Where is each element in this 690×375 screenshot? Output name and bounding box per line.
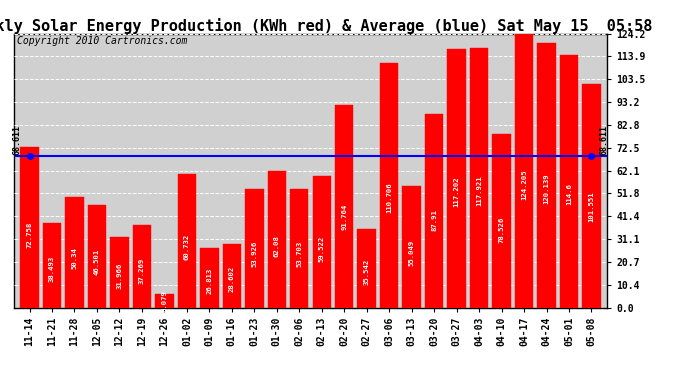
Text: 53.926: 53.926: [251, 241, 257, 267]
Text: 120.139: 120.139: [544, 173, 549, 204]
Bar: [177, 174, 196, 308]
Text: 124.205: 124.205: [521, 169, 527, 200]
Bar: [582, 84, 601, 308]
Bar: [200, 248, 219, 308]
Bar: [425, 114, 444, 308]
Bar: [447, 49, 466, 308]
Bar: [515, 34, 533, 308]
Title: Weekly Solar Energy Production (KWh red) & Average (blue) Sat May 15  05:58: Weekly Solar Energy Production (KWh red)…: [0, 18, 653, 34]
Bar: [245, 189, 264, 308]
Text: 68.611: 68.611: [12, 125, 21, 155]
Bar: [538, 43, 555, 308]
Text: 72.758: 72.758: [26, 222, 32, 249]
Bar: [88, 205, 106, 308]
Text: 91.764: 91.764: [342, 203, 347, 229]
Bar: [66, 196, 83, 308]
Text: 114.6: 114.6: [566, 183, 572, 205]
Bar: [223, 244, 241, 308]
Bar: [43, 223, 61, 308]
Text: 87.91: 87.91: [431, 209, 437, 231]
Text: 28.602: 28.602: [229, 266, 235, 292]
Bar: [335, 105, 353, 308]
Text: 37.269: 37.269: [139, 257, 145, 284]
Text: 55.049: 55.049: [408, 240, 415, 266]
Text: 101.551: 101.551: [589, 192, 595, 222]
Text: 26.813: 26.813: [206, 268, 213, 294]
Text: 110.706: 110.706: [386, 182, 392, 213]
Bar: [110, 237, 128, 308]
Bar: [380, 63, 398, 308]
Text: 35.542: 35.542: [364, 259, 370, 285]
Text: 50.34: 50.34: [72, 247, 77, 268]
Text: 117.921: 117.921: [476, 175, 482, 206]
Bar: [357, 229, 376, 308]
Text: 38.493: 38.493: [49, 256, 55, 282]
Text: 62.08: 62.08: [274, 235, 279, 257]
Text: 78.526: 78.526: [499, 216, 504, 243]
Text: 60.732: 60.732: [184, 234, 190, 260]
Text: 59.522: 59.522: [319, 236, 325, 262]
Text: 117.202: 117.202: [453, 176, 460, 207]
Bar: [470, 48, 489, 308]
Text: 53.703: 53.703: [296, 241, 302, 267]
Bar: [493, 134, 511, 308]
Bar: [560, 55, 578, 308]
Bar: [155, 294, 174, 307]
Text: 6.079: 6.079: [161, 291, 168, 312]
Text: Copyright 2010 Cartronics.com: Copyright 2010 Cartronics.com: [17, 36, 187, 46]
Bar: [313, 176, 331, 308]
Bar: [402, 186, 421, 308]
Bar: [268, 171, 286, 308]
Bar: [290, 189, 308, 308]
Bar: [20, 147, 39, 308]
Bar: [132, 225, 151, 308]
Text: 68.611: 68.611: [600, 125, 609, 155]
Text: 46.501: 46.501: [94, 248, 100, 274]
Text: 31.966: 31.966: [117, 262, 122, 289]
